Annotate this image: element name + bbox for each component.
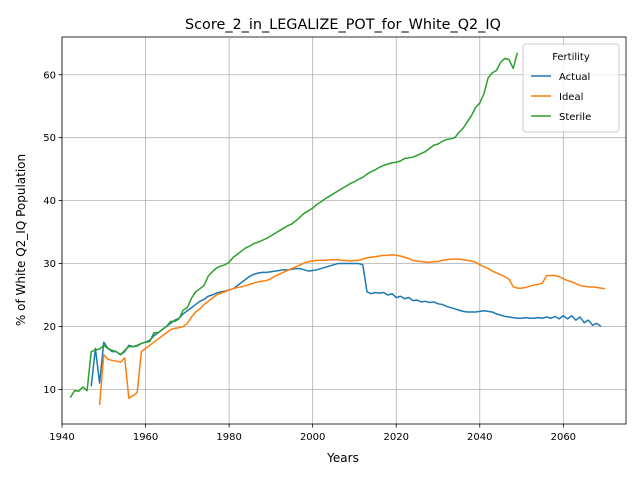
legend-label-sterile: Sterile	[559, 112, 591, 123]
y-axis-label: % of White Q2_IQ Population	[14, 154, 28, 326]
y-tick-label: 50	[43, 133, 56, 144]
series-line-sterile	[69, 52, 519, 398]
x-tick-label: 1960	[133, 432, 158, 443]
legend-label-ideal: Ideal	[559, 92, 583, 103]
plot-frame	[61, 36, 627, 425]
legend: Fertility Actual Ideal Sterile	[522, 43, 620, 133]
x-tick-label: 1980	[216, 432, 241, 443]
x-tick-label: 2000	[300, 432, 325, 443]
legend-title: Fertility	[552, 52, 590, 63]
y-tick-label: 20	[43, 322, 56, 333]
x-axis-label: Years	[326, 451, 359, 465]
x-tick-label: 2040	[467, 432, 492, 443]
y-tick-label: 30	[43, 259, 56, 270]
chart-title: Score_2_in_LEGALIZE_POT_for_White_Q2_IQ	[185, 17, 501, 33]
x-tick-label: 1940	[49, 432, 74, 443]
legend-box	[522, 43, 620, 133]
y-tick-label: 40	[43, 196, 56, 207]
series-layer	[69, 52, 606, 406]
x-tick-label: 2020	[383, 432, 408, 443]
legend-label-actual: Actual	[559, 72, 590, 83]
series-line-ideal	[98, 253, 606, 406]
y-tick-label: 10	[43, 385, 56, 396]
x-tick-label: 2060	[551, 432, 576, 443]
series-line-actual	[90, 262, 602, 387]
axes: 1940 1960 1980 2000 2020 2040 2060 10 20 30 40 50 60	[43, 36, 627, 443]
y-tick-label: 60	[43, 70, 56, 81]
